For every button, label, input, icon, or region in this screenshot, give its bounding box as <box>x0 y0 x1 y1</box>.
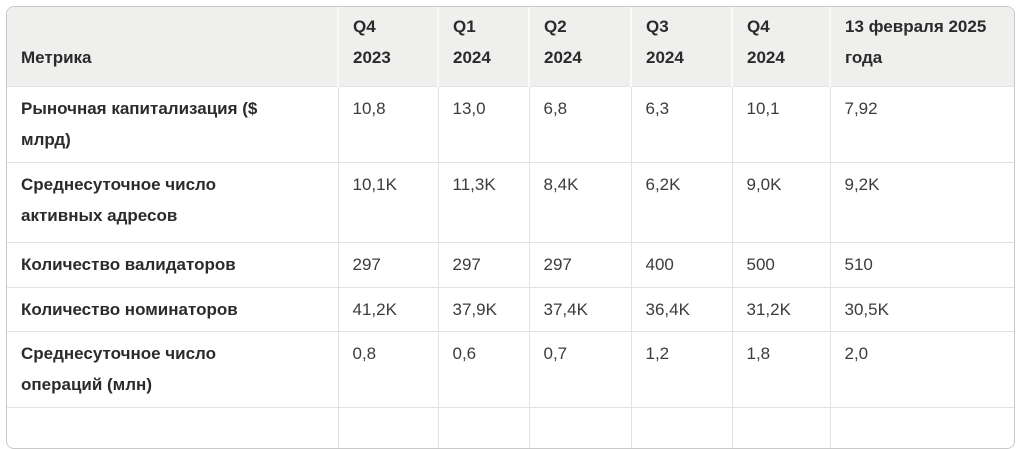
metric-value: 297 <box>437 242 529 288</box>
metric-value: 6,2K <box>630 162 732 243</box>
empty-cell <box>829 407 1014 448</box>
column-header-q4-2023: Q4 2023 <box>337 7 438 87</box>
metric-value: 10,8 <box>337 86 438 163</box>
metric-value: 10,1 <box>731 86 830 163</box>
column-header-q1-2024: Q1 2024 <box>437 7 529 87</box>
empty-cell <box>437 407 529 448</box>
metric-value: 0,7 <box>528 331 631 408</box>
metric-label: Рыночная капитализация ($ млрд) <box>7 86 338 163</box>
metric-value: 297 <box>337 242 438 288</box>
table-row: Количество номинаторов 41,2K 37,9K 37,4K… <box>7 287 1014 332</box>
metric-value: 41,2K <box>337 287 438 332</box>
column-header-metric: Метрика <box>7 7 338 87</box>
metric-value: 7,92 <box>829 86 1014 163</box>
metric-value: 9,2K <box>829 162 1014 243</box>
metrics-table-container: Метрика Q4 2023 Q1 2024 Q2 2024 Q3 2024 … <box>6 6 1015 449</box>
metric-value: 30,5K <box>829 287 1014 332</box>
metric-value: 11,3K <box>437 162 529 243</box>
metric-value: 0,8 <box>337 331 438 408</box>
empty-cell <box>7 407 338 448</box>
table-row: Количество валидаторов 297 297 297 400 5… <box>7 242 1014 288</box>
metric-value: 37,4K <box>528 287 631 332</box>
metric-value: 37,9K <box>437 287 529 332</box>
metric-label: Количество номинаторов <box>7 287 338 332</box>
empty-cell <box>630 407 732 448</box>
metrics-table: Метрика Q4 2023 Q1 2024 Q2 2024 Q3 2024 … <box>7 7 1014 448</box>
metric-value: 9,0K <box>731 162 830 243</box>
metric-value: 36,4K <box>630 287 732 332</box>
metric-value: 510 <box>829 242 1014 288</box>
table-row: Среднесуточное число операций (млн) 0,8 … <box>7 331 1014 408</box>
metric-value: 297 <box>528 242 631 288</box>
metric-value: 1,8 <box>731 331 830 408</box>
metric-value: 400 <box>630 242 732 288</box>
column-header-q4-2024: Q4 2024 <box>731 7 830 87</box>
metric-value: 6,3 <box>630 86 732 163</box>
table-header-row: Метрика Q4 2023 Q1 2024 Q2 2024 Q3 2024 … <box>7 7 1014 87</box>
table-row: Среднесуточное число активных адресов 10… <box>7 162 1014 243</box>
metric-label: Среднесуточное число операций (млн) <box>7 331 338 408</box>
empty-cell <box>337 407 438 448</box>
table-row-partial <box>7 407 1014 448</box>
metric-value: 6,8 <box>528 86 631 163</box>
metric-label: Количество валидаторов <box>7 242 338 288</box>
column-header-q3-2024: Q3 2024 <box>630 7 732 87</box>
metric-value: 500 <box>731 242 830 288</box>
metric-value: 2,0 <box>829 331 1014 408</box>
column-header-q2-2024: Q2 2024 <box>528 7 631 87</box>
metric-value: 1,2 <box>630 331 732 408</box>
metric-value: 31,2K <box>731 287 830 332</box>
metric-value: 10,1K <box>337 162 438 243</box>
metric-label: Среднесуточное число активных адресов <box>7 162 338 243</box>
empty-cell <box>528 407 631 448</box>
metric-value: 0,6 <box>437 331 529 408</box>
column-header-date-2025: 13 февраля 2025 года <box>829 7 1014 87</box>
metric-value: 13,0 <box>437 86 529 163</box>
table-row: Рыночная капитализация ($ млрд) 10,8 13,… <box>7 86 1014 163</box>
metric-value: 8,4K <box>528 162 631 243</box>
empty-cell <box>731 407 830 448</box>
